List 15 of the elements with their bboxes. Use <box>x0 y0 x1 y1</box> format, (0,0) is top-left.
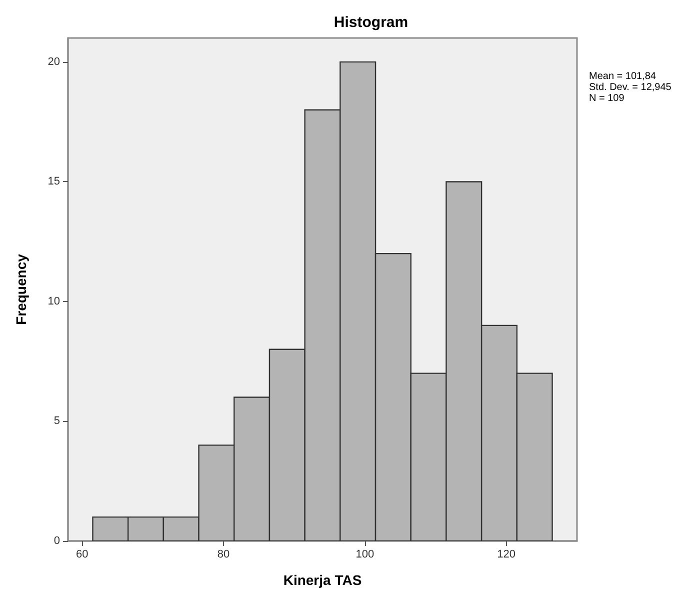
y-tick-label: 20 <box>48 56 60 68</box>
y-tick-label: 5 <box>54 415 60 428</box>
y-axis-title: Frequency <box>13 254 29 325</box>
x-axis-title: Kinerja TAS <box>283 572 362 588</box>
x-tick-label: 100 <box>356 548 374 560</box>
text: Std. Dev. = 12,945 <box>589 82 672 93</box>
y-tick-label: 15 <box>48 176 60 188</box>
chart-title: Histogram <box>334 14 408 31</box>
text: N = 109 <box>589 93 625 104</box>
text: Mean = 101,84 <box>589 71 656 82</box>
x-tick-label: 80 <box>217 548 230 560</box>
x-tick-label: 60 <box>76 548 88 560</box>
y-tick-label: 10 <box>48 295 60 308</box>
y-tick-label: 0 <box>54 535 60 547</box>
x-tick-label: 120 <box>497 548 516 560</box>
